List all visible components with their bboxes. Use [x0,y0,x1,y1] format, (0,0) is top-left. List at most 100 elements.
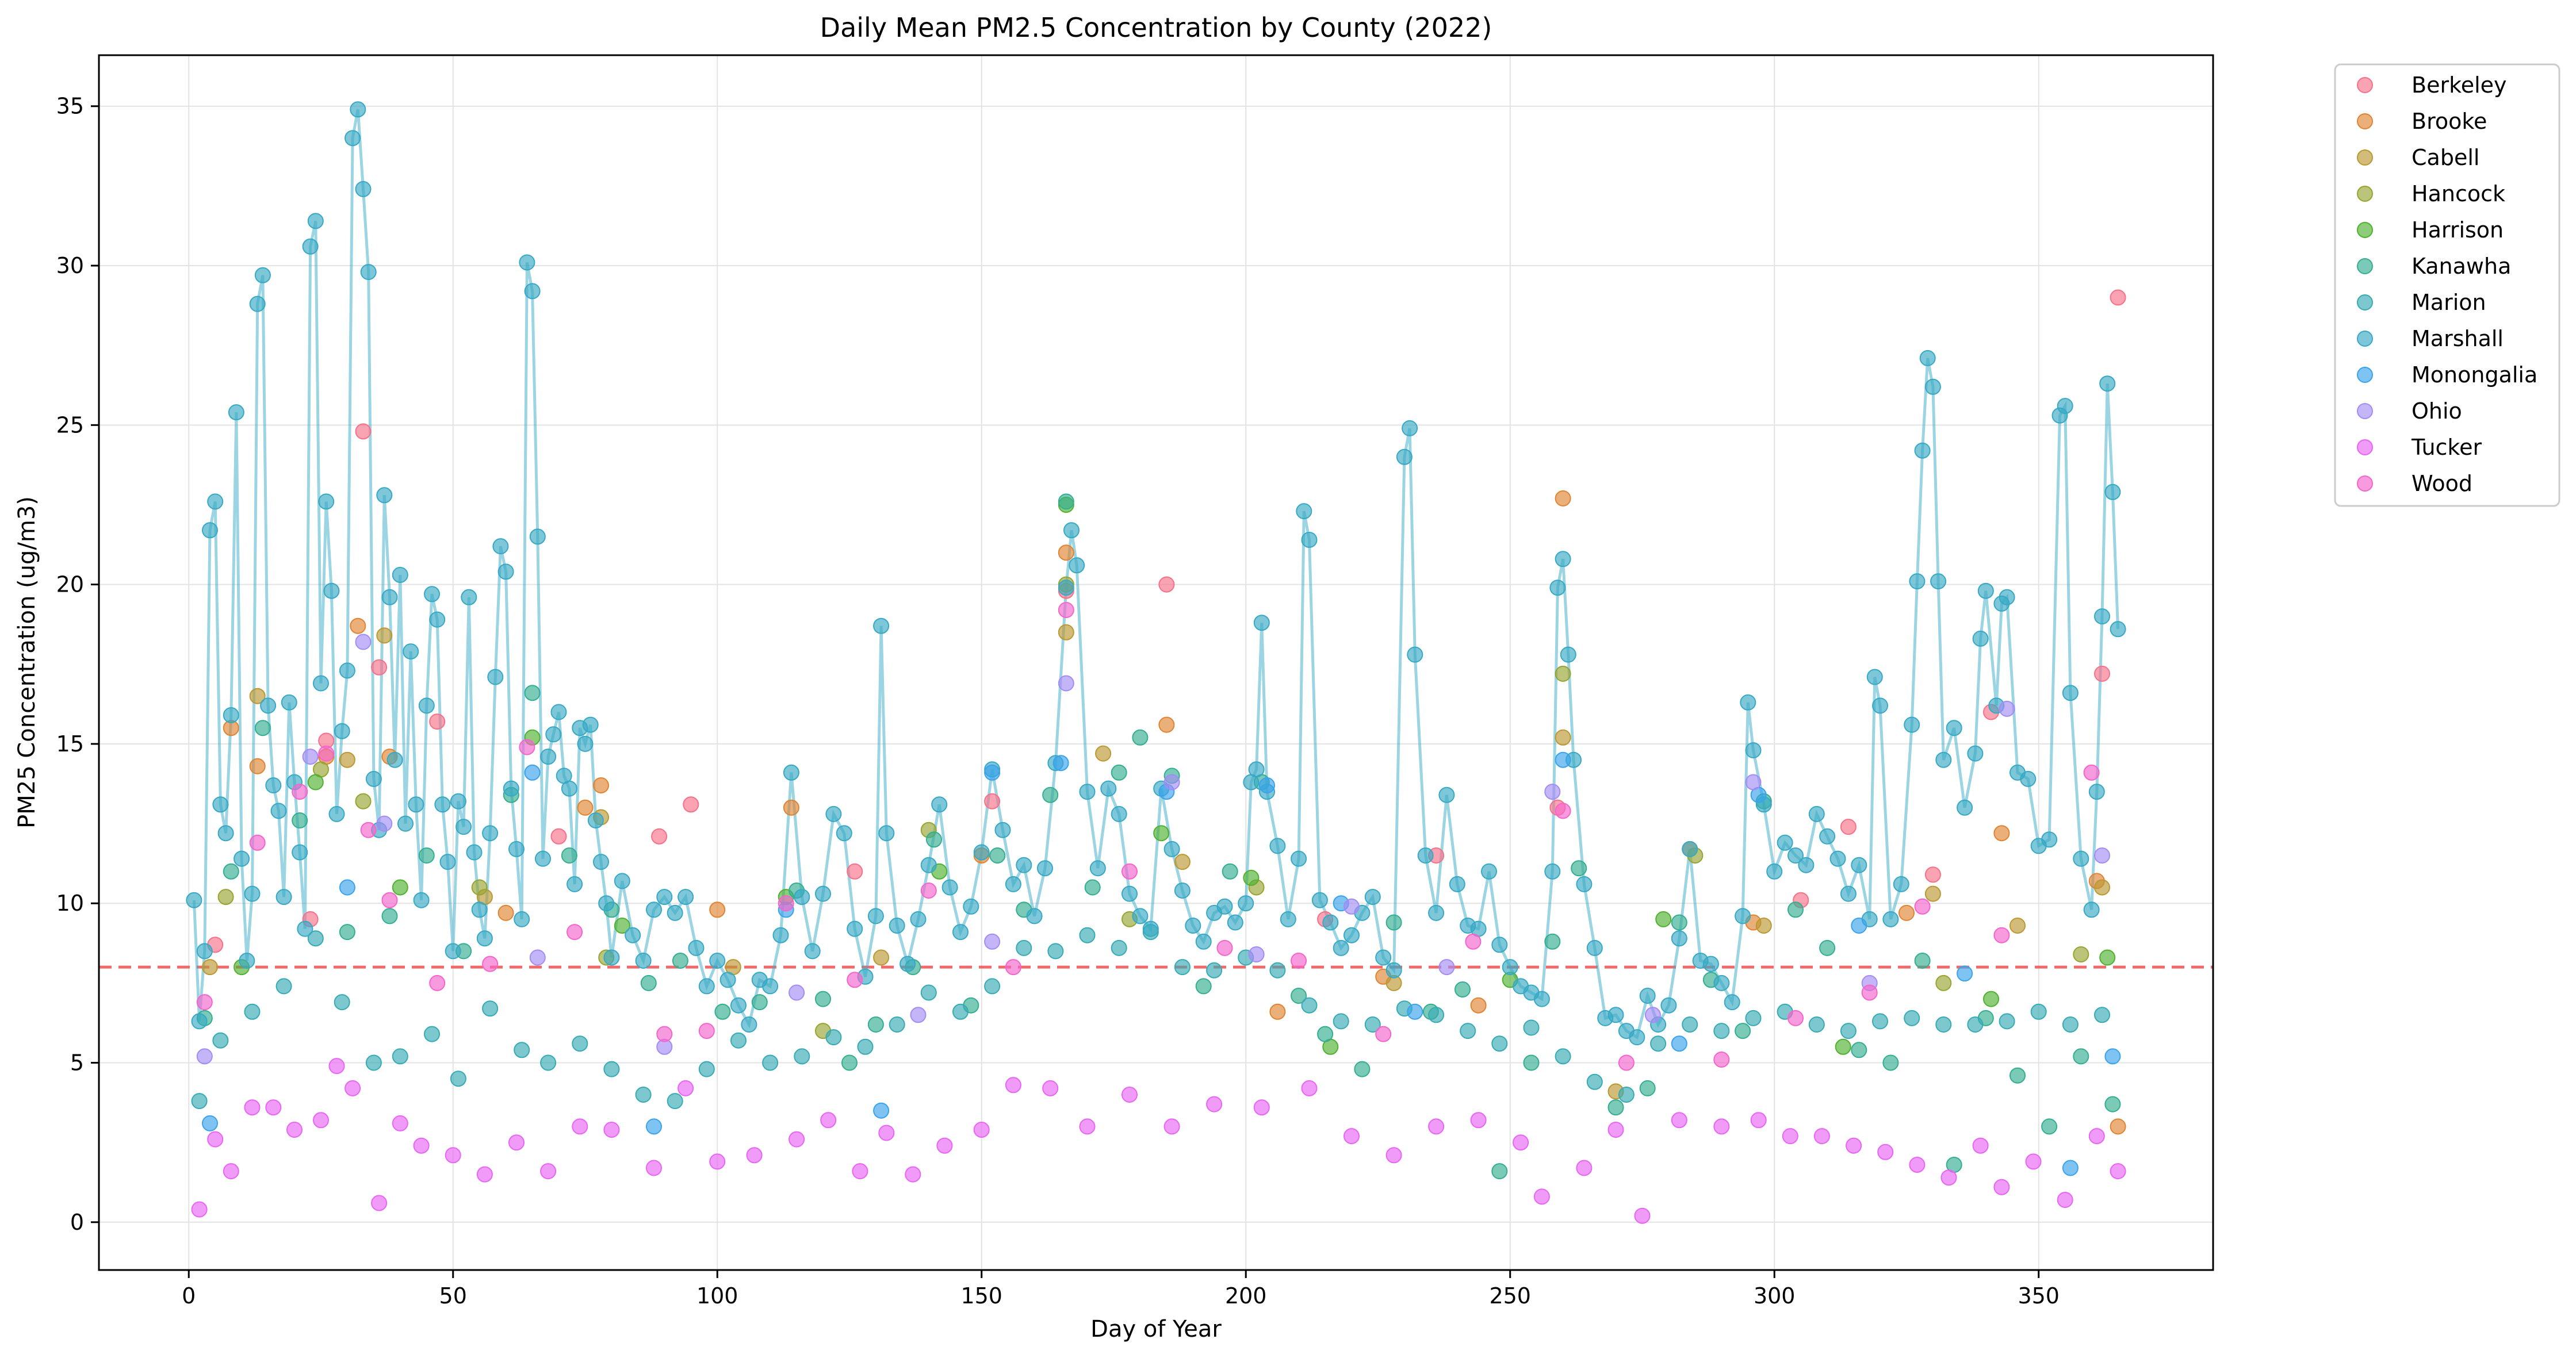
data-point [244,1099,261,1116]
data-point [503,780,519,797]
data-point [614,873,630,889]
data-point [1354,1061,1371,1077]
y-tick-label: 35 [56,94,84,119]
data-point [1935,751,1952,768]
data-point [1407,646,1423,663]
data-point [678,1080,694,1096]
data-point [2104,1096,2121,1112]
data-point [1069,557,1085,574]
x-tick-label: 350 [2018,1283,2060,1309]
data-point [1132,908,1149,924]
data-point [497,563,514,580]
data-point [1079,927,1096,943]
data-point [212,1032,229,1049]
data-point [275,889,292,906]
data-point [1745,742,1762,758]
data-point [1909,573,1926,590]
data-point [397,815,414,832]
data-point [529,528,546,545]
data-point [667,904,683,921]
data-point [1291,953,1307,969]
data-point [2083,764,2100,781]
data-point [1079,1118,1096,1135]
data-point [244,885,261,902]
legend-marker [2357,258,2373,274]
data-point [614,918,630,934]
data-point [1914,898,1931,915]
data-point [762,978,779,995]
data-point [1607,1122,1624,1138]
data-point [281,694,297,711]
data-point [1375,1026,1392,1042]
data-point [1491,1035,1508,1052]
data-point [1607,1099,1624,1116]
data-point [334,994,350,1011]
data-point [920,857,937,873]
data-point [249,758,266,774]
data-point [191,1013,208,1030]
data-point [2062,685,2079,701]
legend-marker [2357,222,2373,238]
data-point [1813,1128,1830,1145]
data-point [572,1118,588,1135]
series-tucker [191,1058,2126,1224]
data-point [1206,962,1223,979]
data-point [207,1131,224,1148]
data-point [1877,1144,1894,1160]
data-point [1555,729,1571,746]
x-tick-label: 50 [439,1283,467,1309]
data-point [1343,1128,1360,1145]
data-point [476,1166,493,1183]
data-point [2083,901,2100,918]
data-point [318,745,335,762]
legend-marker [2357,149,2373,166]
data-point [1755,918,1772,934]
data-point [424,1026,440,1042]
data-point [1052,755,1069,772]
data-point [323,582,340,599]
data-point [1259,777,1275,793]
data-point [1122,863,1138,880]
data-point [741,1016,757,1033]
data-point [873,617,890,634]
data-point [1919,350,1936,366]
data-point [1216,939,1233,956]
data-point [587,812,604,828]
data-point [371,659,388,676]
data-point [1924,378,1941,395]
data-point [1084,879,1101,896]
data-point [1216,898,1233,915]
data-point [1195,978,1212,995]
data-point [1777,834,1793,851]
data-point [302,749,319,765]
legend-marker [2357,475,2373,492]
data-point [249,688,266,704]
data-point [1851,918,1867,934]
data-point [360,264,377,281]
series-marshall [186,101,2126,1046]
data-point [1993,927,2010,943]
data-point [260,697,277,714]
data-point [476,930,493,947]
data-point [2104,1048,2121,1065]
data-point [1385,1147,1402,1164]
data-point [1819,828,1836,845]
data-point [1555,490,1571,507]
legend-label: Wood [2412,471,2472,496]
data-point [1428,1118,1445,1135]
data-point [667,1093,683,1110]
data-point [841,1054,858,1071]
data-point [1544,863,1561,880]
data-point [1227,914,1243,931]
data-point [355,793,372,809]
data-point [482,956,499,972]
data-point [1586,939,1603,956]
data-point [1999,1013,2015,1030]
data-point [910,1007,927,1023]
data-point [603,1122,620,1138]
data-point [910,911,927,927]
data-point [307,774,324,791]
data-point [223,1163,239,1180]
data-point [540,1054,557,1071]
data-point [508,841,525,857]
